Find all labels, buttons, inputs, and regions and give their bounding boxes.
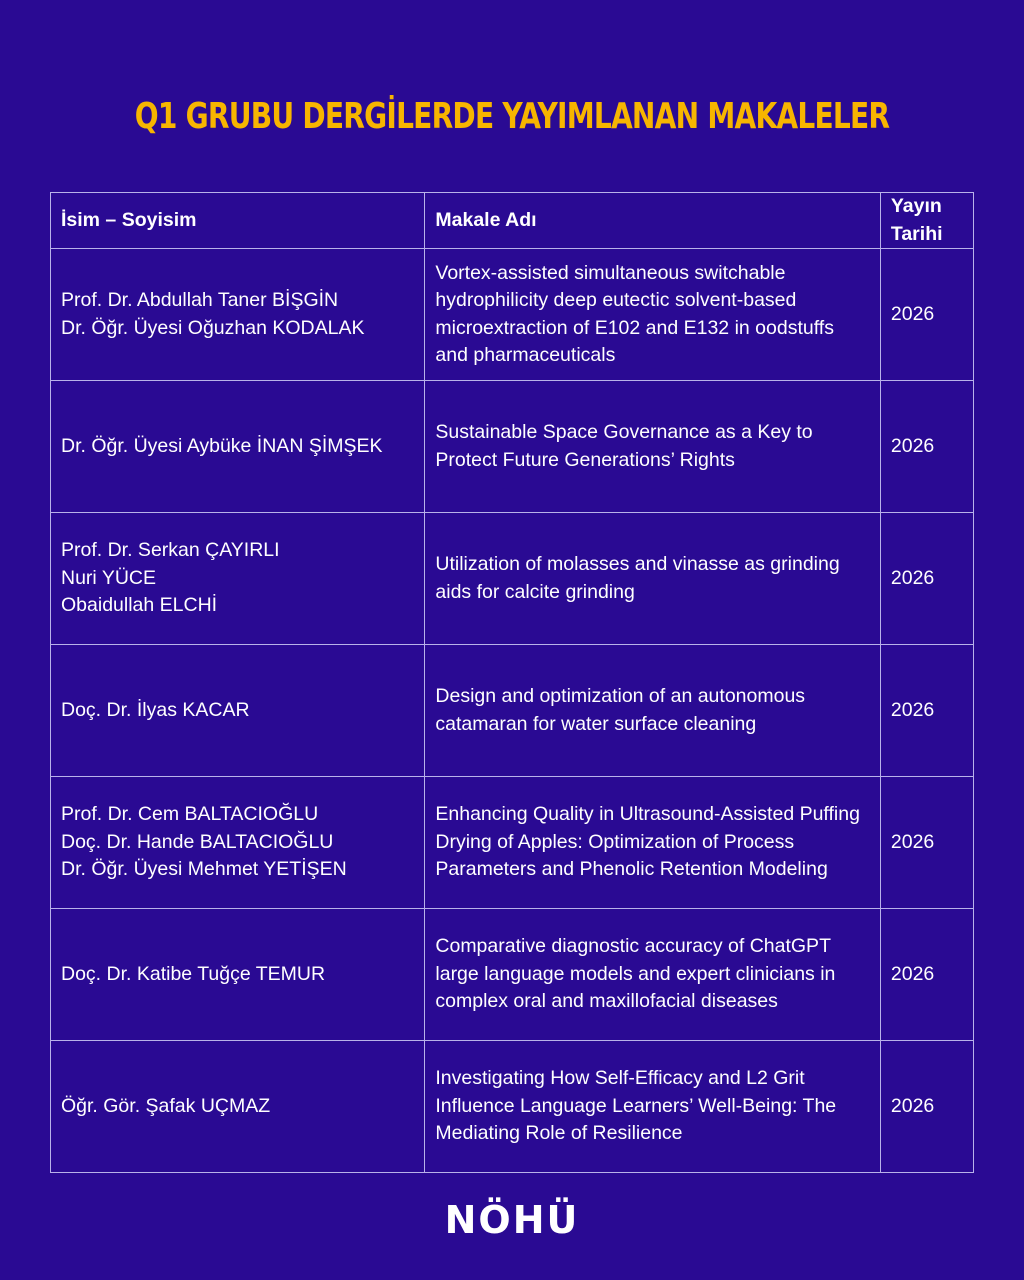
table-row: Öğr. Gör. Şafak UÇMAZ Investigating How S…: [49, 1040, 975, 1173]
header-year: Yayın Tarihi: [879, 192, 975, 249]
header-article: Makale Adı: [424, 192, 881, 249]
author-name: Doç. Dr. Hande BALTACIOĞLU: [61, 830, 334, 853]
author-name: Doç. Dr. Katibe Tuğçe TEMUR: [61, 962, 326, 985]
author-name: Dr. Öğr. Üyesi Mehmet YETİŞEN: [61, 858, 347, 881]
publication-year: 2026: [879, 1040, 975, 1173]
article-title: Sustainable Space Governance as a Key to…: [424, 380, 881, 513]
author-name: Dr. Öğr. Üyesi Aybüke İNAN ŞİMŞEK: [61, 434, 383, 457]
article-title: Investigating How Self-Efficacy and L2 G…: [424, 1040, 881, 1173]
author-name: Prof. Dr. Cem BALTACIOĞLU: [61, 803, 319, 826]
author-name: Prof. Dr. Serkan ÇAYIRLI: [61, 539, 280, 562]
table-row: Doç. Dr. İlyas KACAR Design and optimizat…: [49, 644, 975, 777]
author-cell: Öğr. Gör. Şafak UÇMAZ: [49, 1040, 426, 1173]
table-row: Prof. Dr. Abdullah Taner BİŞGİN Dr. Öğr. …: [49, 248, 975, 381]
publication-year: 2026: [879, 908, 975, 1041]
author-name: Öğr. Gör. Şafak UÇMAZ: [61, 1094, 271, 1117]
author-cell: Prof. Dr. Serkan ÇAYIRLI Nuri YÜCE Obaidul…: [49, 512, 426, 645]
author-cell: Prof. Dr. Cem BALTACIOĞLU Doç. Dr. Hande …: [49, 776, 426, 909]
publication-year: 2026: [879, 776, 975, 909]
author-cell: Doç. Dr. Katibe Tuğçe TEMUR: [49, 908, 426, 1041]
article-title: Utilization of molasses and vinasse as g…: [424, 512, 881, 645]
publication-year: 2026: [879, 248, 975, 381]
author-name: Obaidullah ELCHİ: [61, 594, 218, 617]
header-name: İsim – Soyisim: [49, 192, 426, 249]
author-cell: Dr. Öğr. Üyesi Aybüke İNAN ŞİMŞEK: [49, 380, 426, 513]
author-name: Dr. Öğr. Üyesi Oğuzhan KODALAK: [61, 316, 365, 339]
author-cell: Doç. Dr. İlyas KACAR: [49, 644, 426, 777]
page-title: Q1 GRUBU DERGİLERDE YAYIMLANAN MAKALELER: [134, 96, 890, 137]
nohu-logo: NÖHÜ: [444, 1198, 580, 1242]
table-row: Dr. Öğr. Üyesi Aybüke İNAN ŞİMŞEK Sustain…: [49, 380, 975, 513]
article-title: Comparative diagnostic accuracy of ChatG…: [424, 908, 881, 1041]
table-row: Doç. Dr. Katibe Tuğçe TEMUR Comparative d…: [49, 908, 975, 1041]
publication-year: 2026: [879, 512, 975, 645]
table-row: Prof. Dr. Serkan ÇAYIRLI Nuri YÜCE Obaidul…: [49, 512, 975, 645]
table-header-row: İsim – Soyisim Makale Adı Yayın Tarihi: [49, 192, 975, 249]
table-row: Prof. Dr. Cem BALTACIOĞLU Doç. Dr. Hande …: [49, 776, 975, 909]
author-name: Doç. Dr. İlyas KACAR: [61, 698, 250, 721]
article-title: Enhancing Quality in Ultrasound-Assisted…: [424, 776, 881, 909]
article-title: Vortex-assisted simultaneous switchable …: [424, 248, 881, 381]
articles-table: İsim – Soyisim Makale Adı Yayın Tarihi P…: [49, 192, 975, 1173]
author-cell: Prof. Dr. Abdullah Taner BİŞGİN Dr. Öğr. …: [49, 248, 426, 381]
publication-year: 2026: [879, 380, 975, 513]
author-name: Nuri YÜCE: [61, 566, 156, 589]
article-title: Design and optimization of an autonomous…: [424, 644, 881, 777]
publication-year: 2026: [879, 644, 975, 777]
author-name: Prof. Dr. Abdullah Taner BİŞGİN: [61, 289, 339, 311]
